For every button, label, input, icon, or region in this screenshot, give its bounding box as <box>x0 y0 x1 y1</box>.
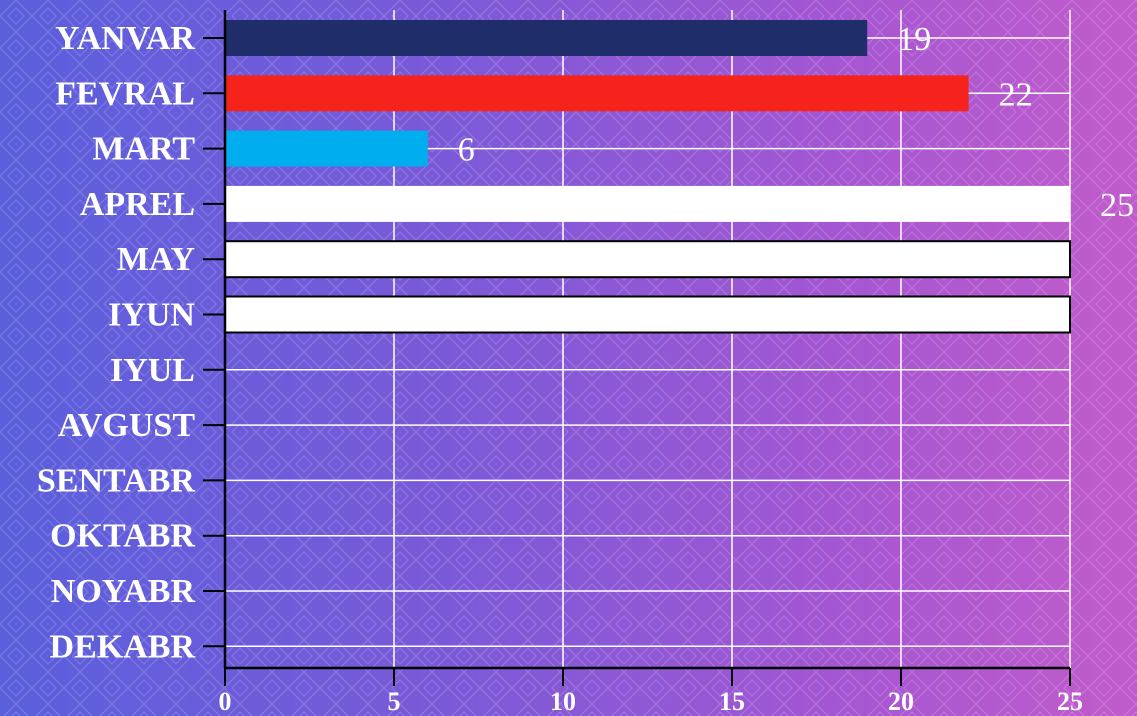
bar <box>225 130 428 167</box>
y-tick-label: FEVRAL <box>55 75 195 112</box>
y-tick-label: NOYABR <box>51 573 196 610</box>
x-tick-label: 10 <box>550 687 576 716</box>
x-tick-label: 15 <box>719 687 745 716</box>
y-tick-label: MAY <box>117 241 195 278</box>
y-tick-label: MART <box>92 131 195 168</box>
x-tick-label: 0 <box>219 687 232 716</box>
bar <box>224 295 1071 334</box>
bars <box>224 20 1071 334</box>
y-tick-label: IYUN <box>108 297 195 334</box>
x-tick-label: 25 <box>1057 687 1083 716</box>
x-tick-label: 20 <box>888 687 914 716</box>
y-tick-label: DEKABR <box>50 628 196 665</box>
data-label: 25 <box>1100 187 1134 224</box>
y-tick-label: OKTABR <box>50 518 195 555</box>
axes <box>203 10 1071 686</box>
y-tick-label: SENTABR <box>37 462 196 499</box>
data-label: 6 <box>458 132 475 169</box>
y-tick-label: AVGUST <box>58 407 196 444</box>
x-tick-label: 5 <box>388 687 401 716</box>
data-label: 19 <box>897 21 931 58</box>
bar <box>225 75 969 112</box>
data-label: 22 <box>999 76 1033 113</box>
y-tick-label: APREL <box>80 186 195 223</box>
y-tick-label: YANVAR <box>55 20 195 57</box>
labels: YANVAR FEVRAL MART APREL MAY IYUN IYUL AVGUST SE… <box>37 20 1134 716</box>
y-tick-label: IYUL <box>110 352 195 389</box>
bar <box>225 20 868 56</box>
bar <box>224 240 1071 279</box>
bar <box>225 185 1070 222</box>
